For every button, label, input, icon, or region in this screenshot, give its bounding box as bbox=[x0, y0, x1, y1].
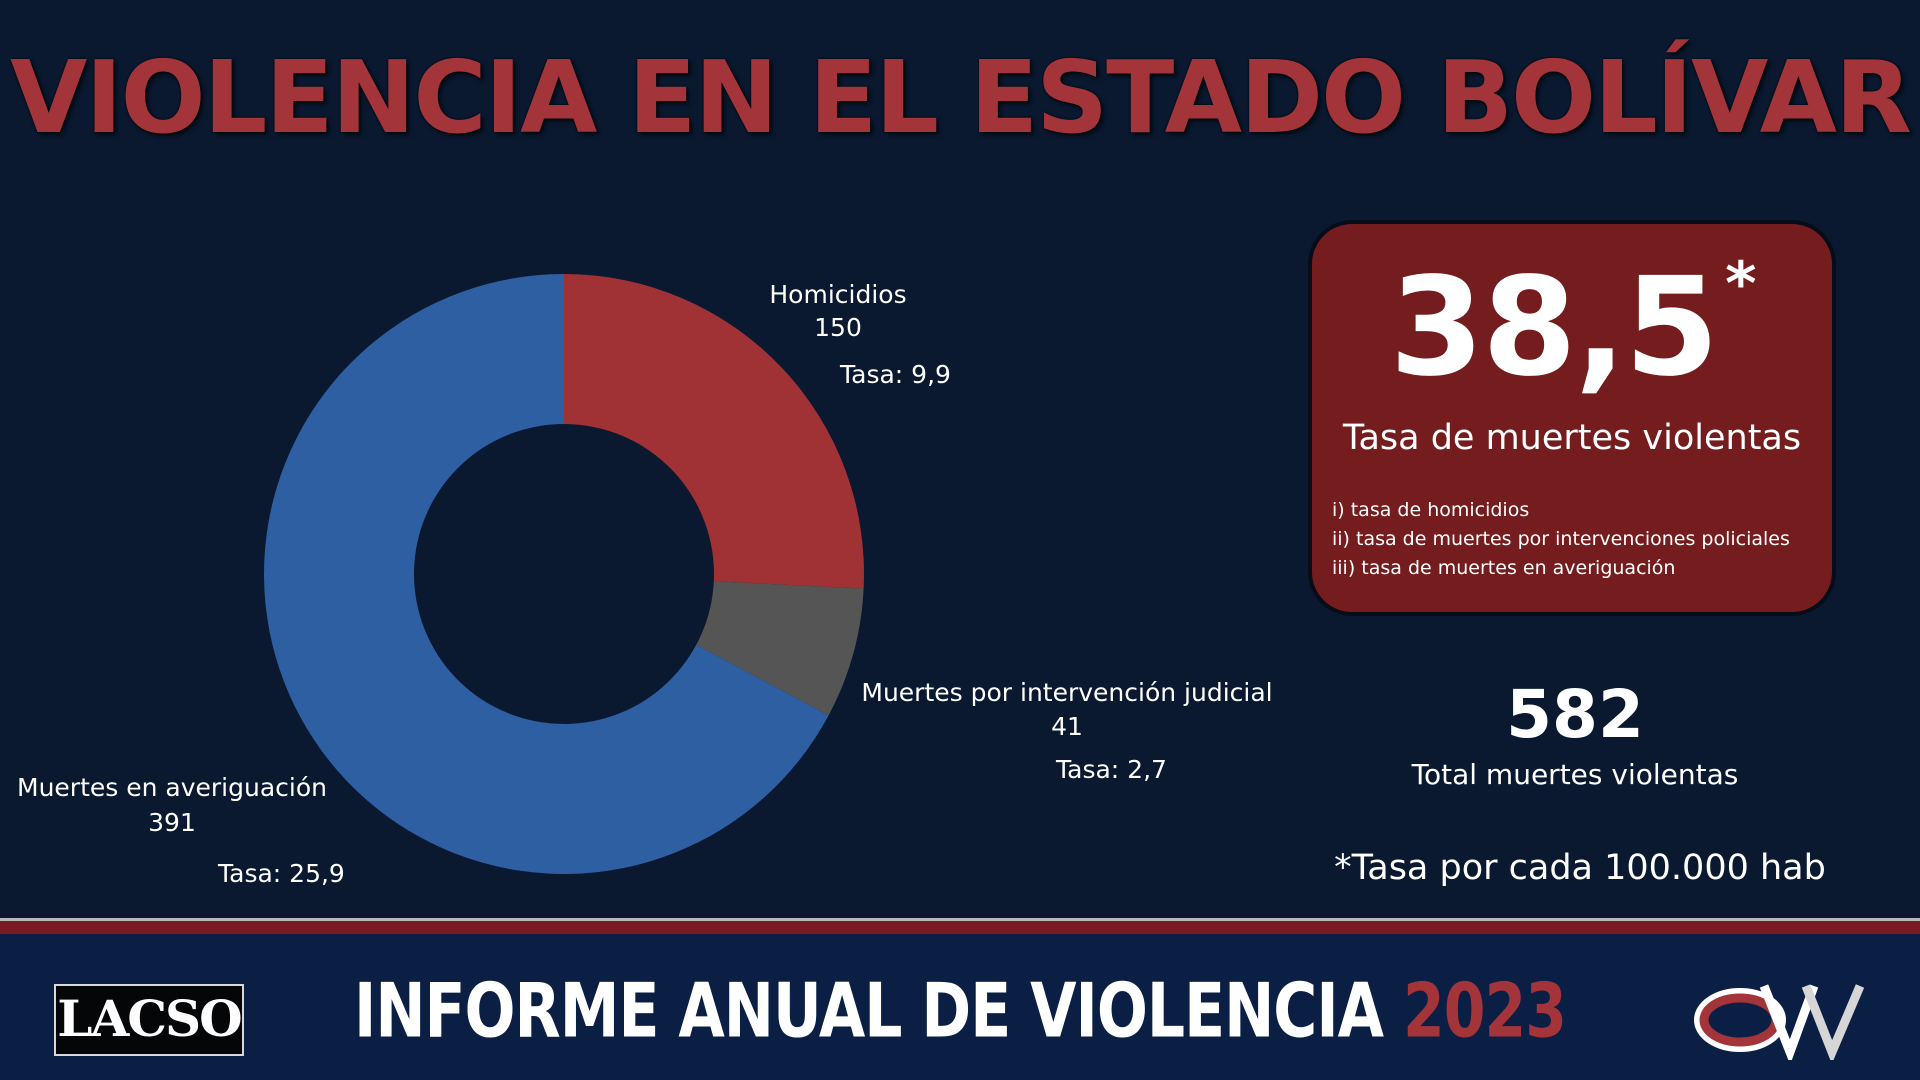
rate-note: ii) tasa de muertes por intervenciones p… bbox=[1332, 528, 1790, 550]
slice-label-averiguacion-rate: Tasa: 25,9 bbox=[217, 859, 345, 888]
rate-number: 38,5 bbox=[1389, 249, 1720, 407]
total-value: 582 bbox=[1506, 676, 1644, 753]
slice-intervencion bbox=[696, 581, 864, 716]
slice-label-homicidios: Homicidios 150 Tasa: 9,9 bbox=[769, 280, 951, 389]
lacso-logo: LACSO bbox=[54, 984, 244, 1056]
footer-divider bbox=[0, 918, 1920, 937]
slice-label-homicidios-rate: Tasa: 9,9 bbox=[839, 360, 951, 389]
slice-label-intervencion-rate: Tasa: 2,7 bbox=[1055, 755, 1167, 784]
report-title-text: INFORME ANUAL DE VIOLENCIA bbox=[354, 967, 1384, 1056]
rate-label: Tasa de muertes violentas bbox=[1342, 418, 1802, 458]
ovv-logo bbox=[1694, 984, 1865, 1060]
total-label: Total muertes violentas bbox=[1411, 758, 1739, 791]
slice-label-averiguacion: Muertes en averiguación 391 Tasa: 25,9 bbox=[17, 773, 345, 888]
rate-asterisk: * bbox=[1725, 249, 1756, 319]
slice-label-averiguacion-value: 391 bbox=[148, 808, 196, 837]
page-title: VIOLENCIA EN EL ESTADO BOLÍVAR bbox=[10, 39, 1912, 156]
ovv-logo-v1 bbox=[1759, 984, 1819, 1060]
rate-note: iii) tasa de muertes en averiguación bbox=[1332, 557, 1676, 579]
slice-label-intervencion-name: Muertes por intervención judicial bbox=[861, 678, 1272, 707]
slice-averiguacion bbox=[264, 274, 829, 874]
rate-value: 38,5 * bbox=[1312, 254, 1832, 396]
slice-label-averiguacion-name: Muertes en averiguación bbox=[17, 773, 327, 802]
slice-label-homicidios-name: Homicidios bbox=[769, 280, 906, 309]
slice-label-intervencion: Muertes por intervención judicial 41 Tas… bbox=[861, 678, 1272, 784]
footnote: *Tasa por cada 100.000 hab bbox=[1334, 848, 1826, 888]
report-title-year: 2023 bbox=[1402, 967, 1567, 1056]
slice-homicidios bbox=[564, 274, 864, 589]
ovv-logo-v2 bbox=[1801, 984, 1865, 1060]
report-title: INFORME ANUAL DE VIOLENCIA 2023 bbox=[0, 974, 1920, 1049]
slice-label-homicidios-value: 150 bbox=[814, 313, 862, 342]
ovv-logo-o-inner bbox=[1699, 993, 1781, 1047]
rate-notes: i) tasa de homicidios ii) tasa de muerte… bbox=[1332, 496, 1790, 583]
donut-chart: Homicidios 150 Tasa: 9,9 Muertes por int… bbox=[17, 274, 1273, 888]
slice-label-intervencion-value: 41 bbox=[1051, 712, 1083, 741]
rate-note: i) tasa de homicidios bbox=[1332, 499, 1530, 521]
footer: LACSO INFORME ANUAL DE VIOLENCIA 2023 bbox=[0, 934, 1920, 1080]
rate-card: 38,5 * Tasa de muertes violentas i) tasa … bbox=[1308, 220, 1836, 616]
